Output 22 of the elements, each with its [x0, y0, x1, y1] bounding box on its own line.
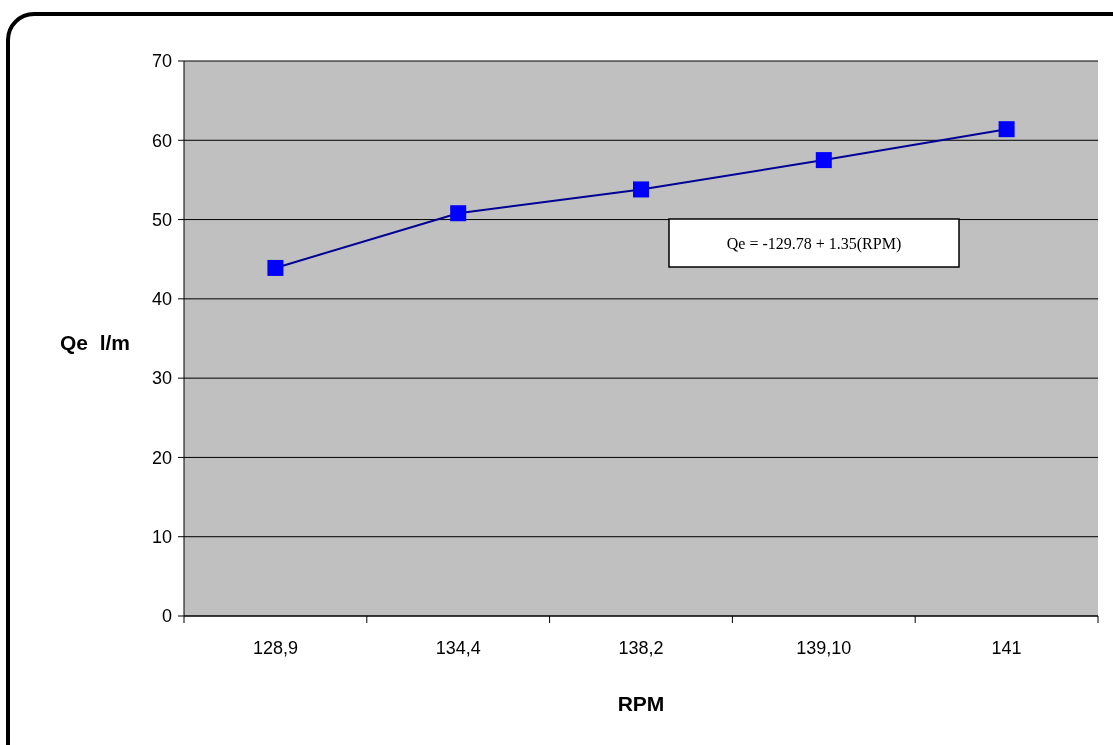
- y-tick-label: 40: [151, 289, 172, 310]
- point: [450, 205, 467, 222]
- x-tick-label: 141: [991, 638, 1022, 658]
- y-tick-label: 10: [151, 527, 172, 548]
- x-tick-label: 139,10: [796, 638, 852, 658]
- y-tick-label: 60: [151, 130, 172, 151]
- y-tick-label: 20: [151, 447, 172, 468]
- annotation: Qe = -129.78 + 1.35(RPM): [726, 234, 902, 253]
- y-tick-label: 70: [151, 51, 172, 72]
- point: [815, 152, 832, 169]
- y-tick-label: 0: [161, 606, 172, 627]
- y-tick-label: 50: [151, 209, 172, 230]
- point: [267, 259, 284, 276]
- x-tick-label: 138,2: [618, 638, 664, 658]
- x-tick-label: 128,9: [252, 638, 298, 658]
- y-axis-title: Qe l/m: [59, 331, 131, 354]
- point: [998, 121, 1015, 138]
- point: [633, 181, 649, 198]
- x-axis-title: RPM: [617, 692, 665, 715]
- note-box: Qe = -129.78 + 1.35(RPM): [668, 218, 960, 268]
- y-tick-label: 30: [151, 368, 172, 389]
- x-tick-label: 134,4: [435, 638, 481, 658]
